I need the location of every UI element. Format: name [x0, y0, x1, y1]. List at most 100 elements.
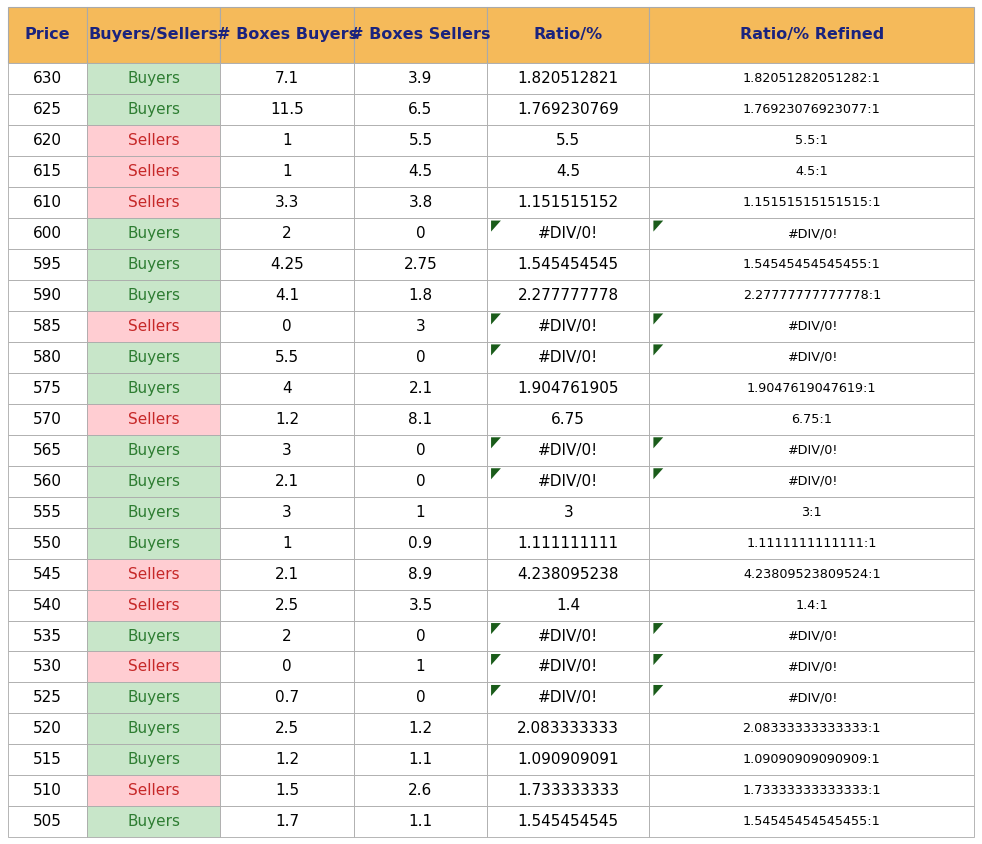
Text: #DIV/0!: #DIV/0! [538, 319, 598, 334]
Text: Buyers: Buyers [128, 443, 181, 457]
Text: 570: 570 [33, 412, 62, 427]
Text: 1.1: 1.1 [409, 814, 432, 830]
Text: 0: 0 [282, 319, 292, 334]
Bar [220, 311, 354, 342]
Text: 1.769230769: 1.769230769 [518, 102, 620, 117]
Text: #DIV/0!: #DIV/0! [538, 226, 598, 241]
Bar [487, 373, 649, 403]
Text: 11.5: 11.5 [270, 102, 304, 117]
Text: 3.5: 3.5 [409, 598, 433, 613]
Text: 6.5: 6.5 [409, 102, 433, 117]
Bar [220, 403, 354, 435]
Bar [8, 63, 87, 95]
Polygon shape [491, 654, 501, 665]
Text: 7.1: 7.1 [275, 71, 300, 86]
Bar [87, 559, 220, 590]
Text: 0.7: 0.7 [275, 690, 300, 706]
Text: 0: 0 [415, 690, 425, 706]
Text: 3: 3 [282, 505, 292, 520]
Bar [8, 187, 87, 218]
Bar [87, 806, 220, 837]
Bar [8, 713, 87, 744]
Bar [354, 95, 487, 125]
Text: Sellers: Sellers [128, 598, 180, 613]
Polygon shape [491, 468, 501, 479]
Text: 2: 2 [282, 629, 292, 643]
Bar [220, 776, 354, 806]
Bar [87, 496, 220, 528]
Bar [649, 776, 974, 806]
Text: 0: 0 [415, 350, 425, 365]
Text: 3: 3 [282, 443, 292, 457]
Bar [354, 63, 487, 95]
Text: # Boxes Sellers: # Boxes Sellers [351, 28, 491, 42]
Text: Buyers: Buyers [128, 690, 181, 706]
Bar [487, 496, 649, 528]
Text: #DIV/0!: #DIV/0! [538, 659, 598, 674]
Polygon shape [491, 344, 501, 355]
Text: 1: 1 [415, 505, 425, 520]
Bar [487, 187, 649, 218]
Text: 540: 540 [33, 598, 62, 613]
Bar [87, 218, 220, 249]
Bar [487, 249, 649, 280]
Polygon shape [653, 313, 663, 324]
Text: 1.545454545: 1.545454545 [518, 257, 619, 272]
Text: Buyers: Buyers [128, 350, 181, 365]
Bar [8, 311, 87, 342]
Text: # Boxes Buyers: # Boxes Buyers [217, 28, 357, 42]
Text: Buyers: Buyers [128, 722, 181, 736]
Bar [8, 435, 87, 466]
Text: 595: 595 [33, 257, 62, 272]
Text: 2.083333333: 2.083333333 [518, 722, 620, 736]
Text: 8.9: 8.9 [409, 566, 433, 582]
Text: Buyers: Buyers [128, 473, 181, 489]
Bar [354, 806, 487, 837]
Bar [87, 652, 220, 683]
Text: 4.23809523809524:1: 4.23809523809524:1 [743, 567, 881, 581]
Text: 2.1: 2.1 [275, 473, 300, 489]
Text: 2.277777778: 2.277777778 [518, 288, 619, 303]
Text: Buyers/Sellers: Buyers/Sellers [88, 28, 219, 42]
Text: 4.5: 4.5 [556, 164, 580, 179]
Text: 5.5: 5.5 [275, 350, 300, 365]
Bar [87, 776, 220, 806]
Bar [487, 652, 649, 683]
Text: 3: 3 [415, 319, 425, 334]
Text: Buyers: Buyers [128, 257, 181, 272]
Bar [649, 187, 974, 218]
Bar [649, 713, 974, 744]
Bar [649, 342, 974, 373]
Text: #DIV/0!: #DIV/0! [787, 320, 837, 333]
Bar [220, 342, 354, 373]
Bar [354, 156, 487, 187]
Text: #DIV/0!: #DIV/0! [538, 629, 598, 643]
Bar [487, 776, 649, 806]
Text: 3.9: 3.9 [409, 71, 433, 86]
Bar [649, 403, 974, 435]
Text: #DIV/0!: #DIV/0! [787, 661, 837, 674]
Bar [649, 466, 974, 496]
Bar [354, 590, 487, 620]
Bar [87, 373, 220, 403]
Bar [8, 776, 87, 806]
Text: 1.2: 1.2 [275, 752, 300, 767]
Bar [649, 559, 974, 590]
Text: 1.904761905: 1.904761905 [518, 381, 619, 396]
Bar [487, 156, 649, 187]
Polygon shape [653, 654, 663, 665]
Bar [649, 528, 974, 559]
Text: 2.27777777777778:1: 2.27777777777778:1 [742, 289, 881, 302]
Bar [220, 218, 354, 249]
Text: 1.2: 1.2 [409, 722, 432, 736]
Bar [354, 373, 487, 403]
Polygon shape [491, 437, 501, 448]
Text: Buyers: Buyers [128, 629, 181, 643]
Text: 1.5: 1.5 [275, 783, 300, 798]
Text: Sellers: Sellers [128, 783, 180, 798]
Text: Sellers: Sellers [128, 164, 180, 179]
Text: 1: 1 [415, 659, 425, 674]
Text: Buyers: Buyers [128, 752, 181, 767]
Text: Buyers: Buyers [128, 505, 181, 520]
Text: 2.75: 2.75 [404, 257, 437, 272]
